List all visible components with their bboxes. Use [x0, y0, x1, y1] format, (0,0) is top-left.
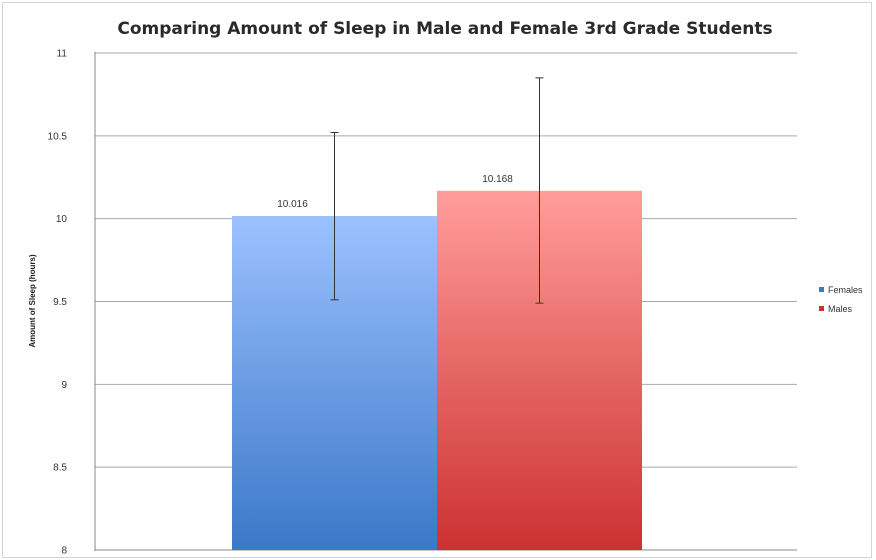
chart-title: Comparing Amount of Sleep in Male and Fe…	[117, 19, 772, 39]
data-labels: 10.016 10.168	[277, 174, 513, 210]
error-bars	[330, 77, 544, 304]
y-tick-label: 8	[61, 546, 67, 557]
legend-swatch-females	[819, 287, 824, 292]
legend-label-males: Males	[828, 304, 853, 314]
legend: Females Males	[819, 285, 863, 314]
legend-swatch-males	[819, 306, 824, 311]
y-tick-label: 11	[57, 49, 68, 60]
y-tick-label: 8.5	[53, 463, 67, 474]
y-axis-ticks: 8 8.5 9 9.5 10 10.5 11	[48, 49, 68, 557]
data-label: 10.168	[482, 174, 513, 185]
y-axis-label: Amount of Sleep (hours)	[28, 254, 37, 348]
legend-label-females: Females	[828, 285, 863, 295]
y-tick-label: 9	[61, 380, 67, 391]
gridlines	[95, 52, 797, 551]
bars	[232, 190, 642, 551]
y-tick-label: 10	[56, 214, 68, 225]
y-tick-label: 9.5	[53, 297, 67, 308]
data-label: 10.016	[277, 199, 308, 210]
y-tick-label: 10.5	[48, 131, 68, 142]
